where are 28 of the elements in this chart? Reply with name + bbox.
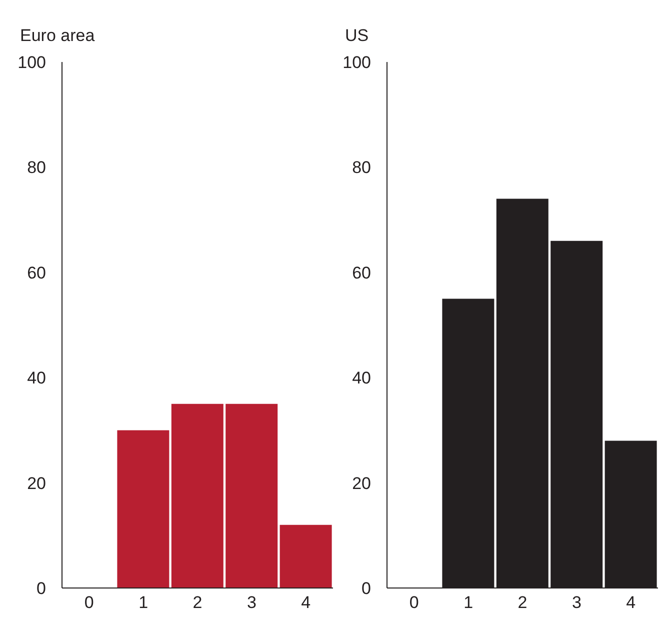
y-tick-label: 40 — [352, 368, 371, 388]
bar — [171, 404, 224, 588]
chart-title: Euro area — [20, 26, 95, 46]
y-tick-label: 60 — [27, 263, 46, 282]
bar — [280, 524, 332, 588]
y-tick-label: 60 — [352, 263, 371, 282]
bar — [117, 430, 170, 588]
x-tick-label: 1 — [464, 593, 474, 612]
x-tick-label: 3 — [246, 593, 256, 612]
y-tick-label: 80 — [27, 158, 46, 178]
x-tick-label: 0 — [409, 593, 419, 612]
x-tick-label: 1 — [138, 593, 148, 612]
x-tick-label: 2 — [192, 593, 202, 612]
x-tick-label: 2 — [518, 593, 528, 612]
x-tick-label: 3 — [572, 593, 582, 612]
y-tick-label: 40 — [27, 368, 46, 388]
y-tick-label: 80 — [352, 158, 371, 178]
y-tick-label: 0 — [362, 579, 371, 598]
x-tick-label: 0 — [84, 593, 94, 612]
chart-title: US — [345, 26, 369, 46]
y-tick-label: 100 — [342, 53, 371, 72]
y-tick-label: 20 — [27, 474, 46, 493]
x-tick-label: 4 — [626, 593, 636, 612]
x-tick-label: 4 — [301, 593, 311, 612]
y-tick-label: 20 — [352, 474, 371, 493]
y-tick-label: 100 — [18, 53, 46, 72]
bar — [226, 404, 278, 588]
y-tick-label: 0 — [36, 579, 46, 598]
